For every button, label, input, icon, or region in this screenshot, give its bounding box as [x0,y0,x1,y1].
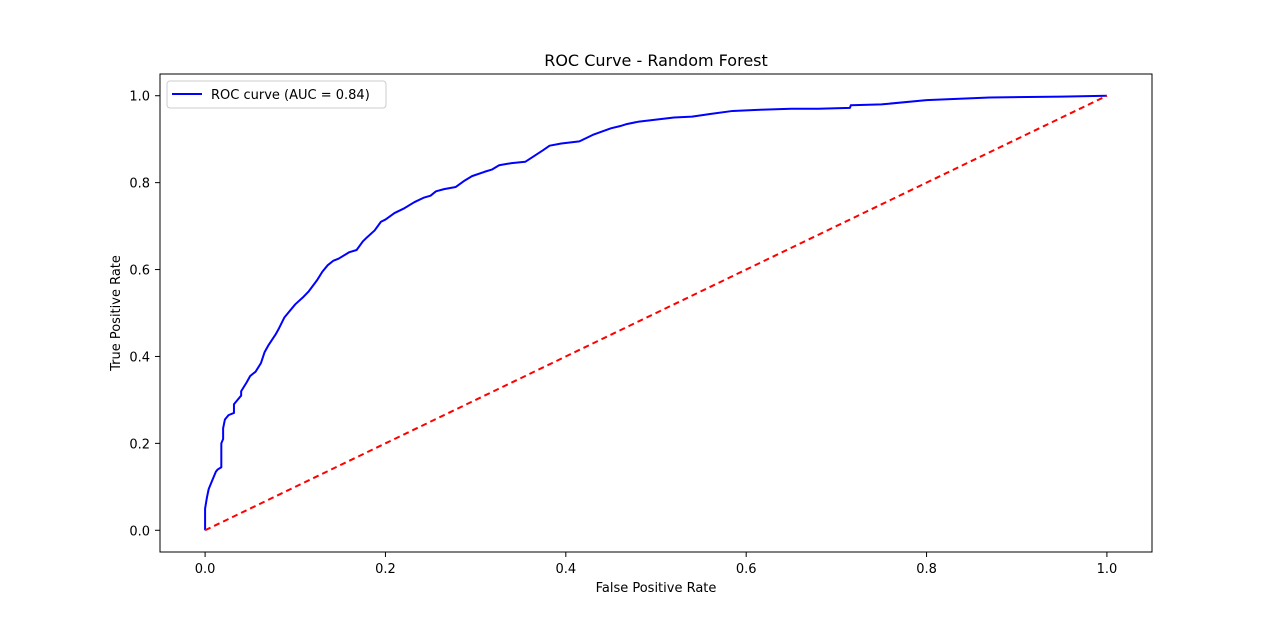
plot-area [204,94,1108,532]
x-axis: 0.0 0.2 0.4 0.6 0.8 1.0 [195,552,1118,577]
random-baseline-line [204,94,1108,532]
x-tick-label: 0.6 [736,562,757,577]
y-tick-label: 0.2 [129,437,150,452]
y-tick-label: 0.0 [129,524,150,539]
x-axis-label: False Positive Rate [596,581,717,596]
y-tick-label: 0.8 [129,177,150,192]
y-axis: 0.0 0.2 0.4 0.6 0.8 1.0 [129,90,160,539]
x-tick-label: 1.0 [1097,562,1118,577]
y-tick-label: 1.0 [129,90,150,105]
y-tick-label: 0.6 [129,264,150,279]
roc-curve-line [204,94,1107,531]
x-tick-label: 0.2 [375,562,396,577]
legend: ROC curve (AUC = 0.84) [166,80,387,109]
y-axis-label: True Positive Rate [109,255,124,372]
legend-box [166,80,387,109]
plot-frame [159,73,1153,553]
x-tick-label: 0.4 [555,562,576,577]
legend-entry-roc: ROC curve (AUC = 0.84) [211,88,370,103]
chart-title: ROC Curve - Random Forest [544,51,768,70]
y-tick-label: 0.4 [129,350,150,365]
x-tick-label: 0.8 [916,562,937,577]
x-tick-label: 0.0 [195,562,216,577]
